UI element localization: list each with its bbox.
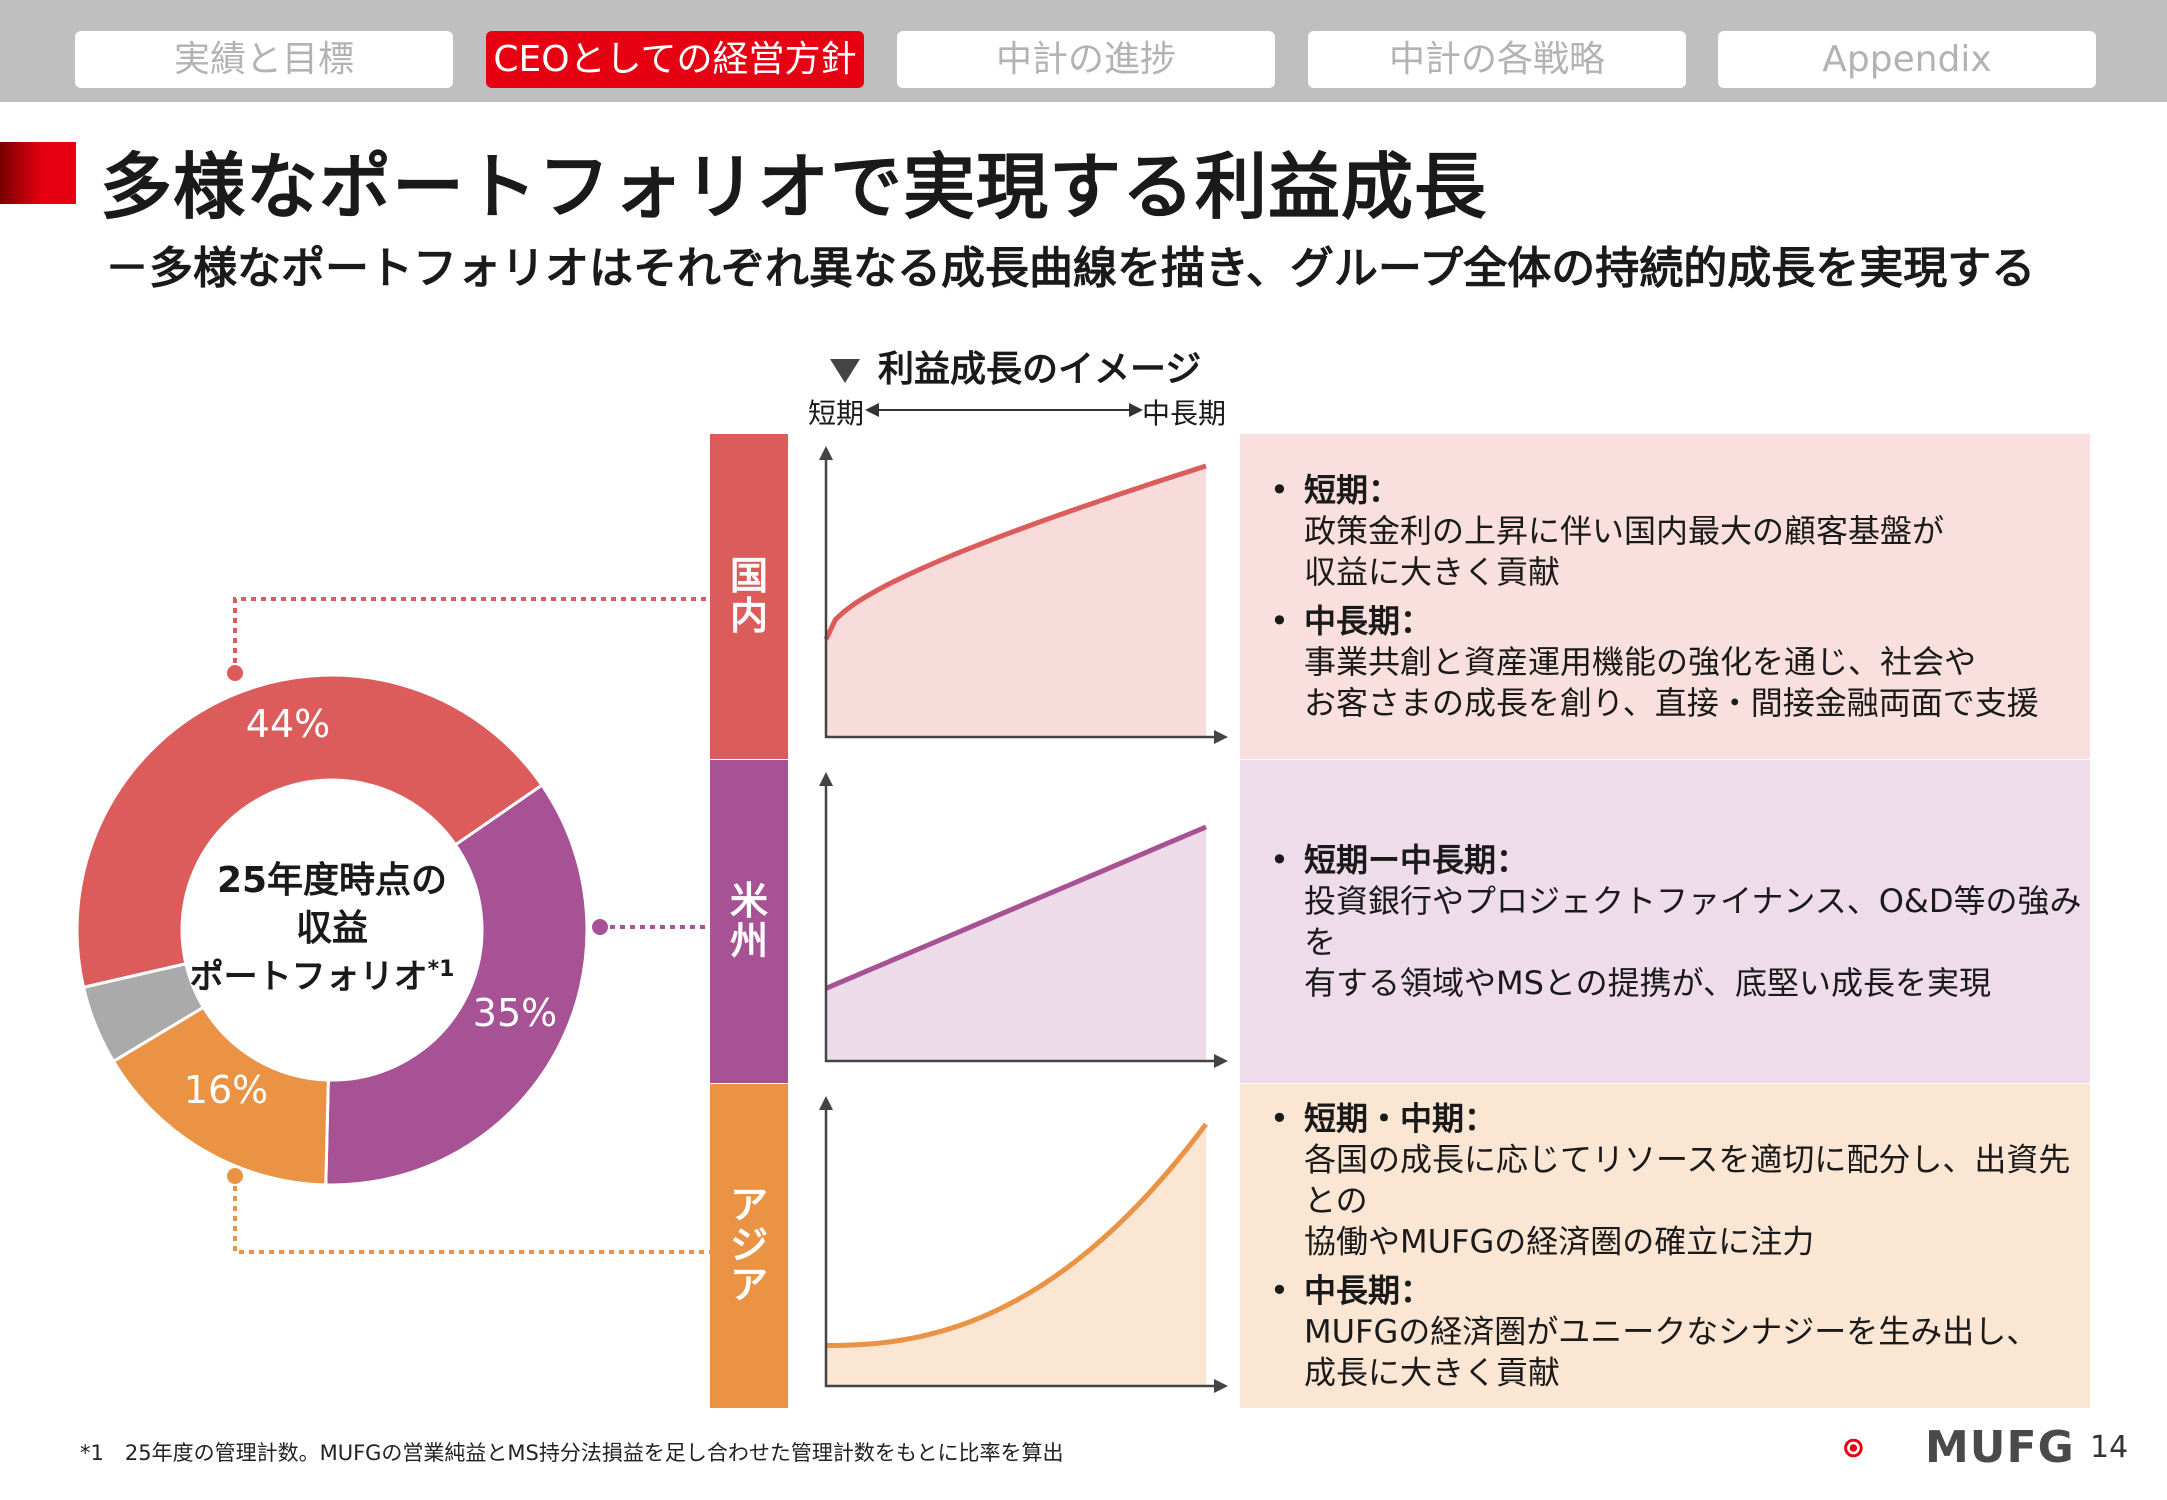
- donut-center-footnote-mark: *1: [428, 957, 455, 982]
- growth-curve-area: [826, 1124, 1206, 1386]
- donut-slice-label: 35%: [473, 991, 557, 1035]
- chart-axes: [824, 782, 1216, 1063]
- connector-dot: [227, 665, 243, 681]
- bullet-text-line: 収益に大きく貢献: [1304, 552, 1561, 591]
- growth-curve-area: [826, 466, 1206, 737]
- bullet-heading: 短期・中期：: [1304, 1099, 1497, 1138]
- page-subtitle: －多様なポートフォリオはそれぞれ異なる成長曲線を描き、グループ全体の持続的成長を…: [105, 243, 2036, 294]
- description-bullet: 短期・中期：各国の成長に応じてリソースを適切に配分し、出資先との協働やMUFGの…: [1262, 1099, 2090, 1263]
- donut-slice: [75, 673, 544, 990]
- tab-appendix[interactable]: Appendix: [1718, 31, 2096, 88]
- profit-growth-image-label: 利益成長のイメージ: [830, 340, 1201, 392]
- region-label-text: アジア: [729, 1183, 768, 1307]
- description-bullet: 中長期：事業共創と資産運用機能の強化を通じ、社会やお客さまの成長を創り、直接・間…: [1262, 601, 2039, 724]
- bullet-text-line: 各国の成長に応じてリソースを適切に配分し、出資先との: [1304, 1140, 2071, 1220]
- region-row: 国内短期：政策金利の上昇に伴い国内最大の顧客基盤が収益に大きく貢献中長期：事業共…: [710, 434, 2090, 759]
- tab-ceo-management-policy[interactable]: CEOとしての経営方針: [486, 31, 864, 88]
- axis-short-term-label: 短期: [808, 397, 865, 430]
- tab-mtbp-progress[interactable]: 中計の進捗: [897, 31, 1275, 88]
- donut-center-text: 25年度時点の: [217, 860, 447, 901]
- growth-curve-area: [826, 827, 1206, 1061]
- region-row: 米州 短期ー中長期：投資銀行やプロジェクトファイナンス、O&D等の強みを有する領域…: [710, 760, 2090, 1083]
- donut-slice-label: 44%: [246, 702, 330, 746]
- growth-curve-chart: [796, 434, 1240, 759]
- bullet-heading: 中長期：: [1304, 601, 1433, 640]
- bullet-heading: 中長期：: [1304, 1271, 1433, 1310]
- connector-dotted-line: [233, 597, 710, 673]
- mufg-logo-icon: [1844, 1438, 1863, 1458]
- region-label: 国内: [710, 434, 788, 759]
- y-axis-arrow-icon: [819, 772, 833, 786]
- bullet-text-line: 政策金利の上昇に伴い国内最大の顧客基盤が: [1304, 511, 1945, 550]
- region-description: 短期：政策金利の上昇に伴い国内最大の顧客基盤が収益に大きく貢献中長期：事業共創と…: [1240, 434, 2090, 759]
- connector-dotted-line: [233, 1176, 710, 1254]
- donut-slice-label: 16%: [184, 1068, 268, 1112]
- footnote: *1 25年度の管理計数。MUFGの営業純益とMS持分法損益を足し合わせた管理計…: [80, 1441, 1064, 1465]
- growth-curve-line: [823, 463, 1207, 641]
- bullet-text-line: 協働やMUFGの経済圏の確立に注力: [1304, 1222, 1815, 1261]
- page-number: 14: [2090, 1430, 2129, 1465]
- region-label-text: 米州: [729, 878, 768, 963]
- donut-slice: [111, 1005, 330, 1187]
- page-title: 多様なポートフォリオで実現する利益成長: [100, 145, 1488, 229]
- chart-axes: [824, 1106, 1216, 1388]
- bullet-text-line: 有する領域やMSとの提携が、底堅い成長を実現: [1304, 963, 1991, 1002]
- bullet-text-line: 投資銀行やプロジェクトファイナンス、O&D等の強みを: [1304, 881, 2082, 961]
- growth-curve-line: [825, 824, 1207, 991]
- region-label-text: 国内: [729, 553, 768, 638]
- title-accent-bar: [0, 142, 76, 204]
- connector-dot: [592, 919, 608, 935]
- donut-center-text: ポートフォリオ*1: [190, 957, 455, 997]
- mufg-logo-text: MUFG: [1925, 1422, 2075, 1473]
- chart-axes: [824, 456, 1216, 739]
- tab-mtbp-strategies[interactable]: 中計の各戦略: [1308, 31, 1686, 88]
- tab-results-and-targets[interactable]: 実績と目標: [75, 31, 453, 88]
- region-label: アジア: [710, 1084, 788, 1408]
- top-navigation: 実績と目標 CEOとしての経営方針 中計の進捗 中計の各戦略 Appendix: [0, 0, 2167, 102]
- connector-dot: [227, 1168, 243, 1184]
- region-label: 米州: [710, 760, 788, 1083]
- triangle-down-icon: [830, 359, 860, 383]
- description-bullet: 短期ー中長期：投資銀行やプロジェクトファイナンス、O&D等の強みを有する領域やM…: [1262, 840, 2090, 1004]
- bullet-text-line: MUFGの経済圏がユニークなシナジーを生み出し、: [1304, 1312, 2039, 1351]
- region-description: 短期・中期：各国の成長に応じてリソースを適切に配分し、出資先との協働やMUFGの…: [1240, 1084, 2090, 1408]
- growth-curve-line: [826, 1122, 1208, 1348]
- bullet-heading: 短期ー中長期：: [1304, 840, 1529, 879]
- bullet-text-line: お客さまの成長を創り、直接・間接金融両面で支援: [1304, 683, 2039, 722]
- region-description: 短期ー中長期：投資銀行やプロジェクトファイナンス、O&D等の強みを有する領域やM…: [1240, 760, 2090, 1083]
- bullet-text-line: 事業共創と資産運用機能の強化を通じ、社会や: [1304, 642, 1977, 681]
- description-bullet: 中長期：MUFGの経済圏がユニークなシナジーを生み出し、成長に大きく貢献: [1262, 1271, 2090, 1394]
- donut-slice: [81, 961, 206, 1064]
- bullet-text-line: 成長に大きく貢献: [1304, 1353, 1561, 1392]
- axis-long-term-label: 中長期: [1142, 397, 1227, 430]
- bullet-heading: 短期：: [1304, 470, 1401, 509]
- donut-slice: [324, 783, 589, 1187]
- x-axis-arrow-icon: [1214, 1054, 1228, 1068]
- region-row: アジア 短期・中期：各国の成長に応じてリソースを適切に配分し、出資先との協働やMU…: [710, 1084, 2090, 1408]
- x-axis-arrow-icon: [1214, 1379, 1228, 1393]
- donut-center-text: 収益: [296, 908, 368, 949]
- donut-center-text-main: ポートフォリオ: [190, 957, 428, 997]
- x-axis-arrow-icon: [1214, 730, 1228, 744]
- double-arrow-icon: [865, 403, 1143, 417]
- growth-curve-chart: [796, 1084, 1240, 1408]
- y-axis-arrow-icon: [819, 446, 833, 460]
- growth-curve-chart: [796, 760, 1240, 1083]
- y-axis-arrow-icon: [819, 1096, 833, 1110]
- image-label-text: 利益成長のイメージ: [878, 349, 1202, 390]
